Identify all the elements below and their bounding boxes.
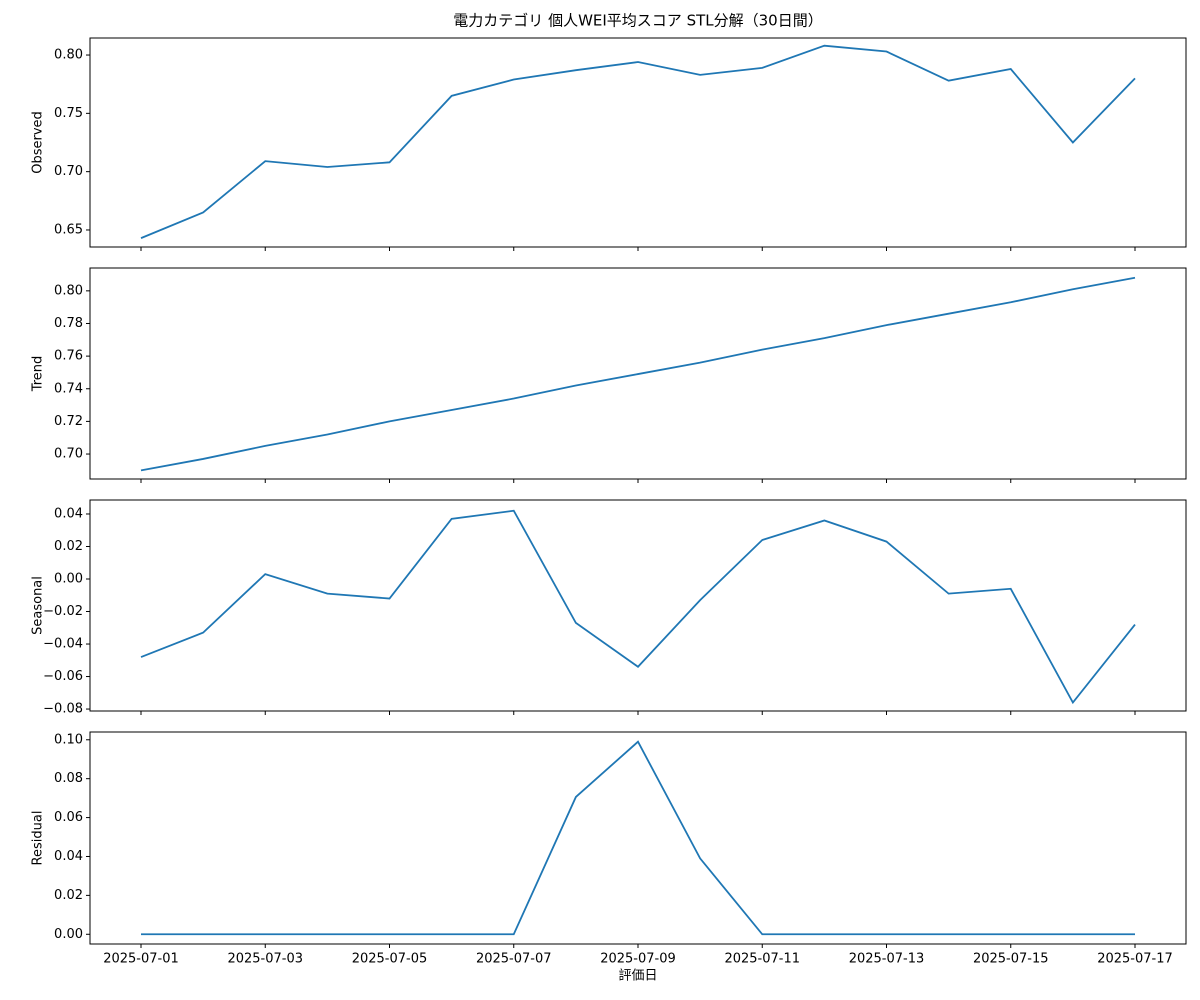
y-tick-label: 0.02: [54, 539, 83, 554]
y-tick-label: 0.70: [54, 447, 83, 462]
y-tick-label: 0.04: [54, 849, 83, 864]
y-tick-label: 0.04: [54, 506, 83, 521]
y-tick-label: 0.78: [54, 316, 83, 331]
x-tick-label: 2025-07-01: [103, 952, 179, 967]
y-tick-label: −0.04: [43, 637, 83, 652]
y-axis-label: Observed: [31, 111, 46, 174]
x-tick-label: 2025-07-03: [227, 952, 303, 967]
y-tick-label: 0.65: [54, 222, 83, 237]
y-tick-label: 0.08: [54, 771, 83, 786]
y-tick-label: −0.02: [43, 604, 83, 619]
axes-frame: [89, 37, 1187, 248]
y-tick-label: −0.06: [43, 669, 83, 684]
x-tick-label: 2025-07-11: [724, 952, 800, 967]
y-tick-label: 0.72: [54, 414, 83, 429]
y-tick-label: 0.76: [54, 349, 83, 364]
series-line: [140, 44, 1136, 239]
y-tick-label: 0.70: [54, 164, 83, 179]
y-axis-label: Trend: [31, 356, 46, 393]
x-tick-label: 2025-07-15: [973, 952, 1049, 967]
axes-frame: [89, 731, 1187, 945]
y-tick-label: 0.74: [54, 381, 83, 396]
y-tick-label: 0.00: [54, 927, 83, 942]
y-tick-label: −0.08: [43, 702, 83, 717]
y-tick-label: 0.00: [54, 572, 83, 587]
y-tick-label: 0.80: [54, 283, 83, 298]
y-tick-label: 0.80: [54, 48, 83, 63]
x-tick-label: 2025-07-09: [600, 952, 676, 967]
series-line: [140, 276, 1136, 472]
x-tick-label: 2025-07-17: [1097, 952, 1173, 967]
y-tick-label: 0.06: [54, 810, 83, 825]
y-tick-label: 0.75: [54, 106, 83, 121]
x-tick-label: 2025-07-13: [849, 952, 925, 967]
x-tick-label: 2025-07-07: [476, 952, 552, 967]
x-axis-label: 評価日: [618, 969, 657, 984]
y-tick-label: 0.02: [54, 888, 83, 903]
y-tick-label: 0.10: [54, 732, 83, 747]
axes-frame: [89, 499, 1187, 712]
y-axis-label: Residual: [31, 811, 46, 866]
series-line: [140, 509, 1136, 705]
figure-title: 電力カテゴリ 個人WEI平均スコア STL分解（30日間）: [453, 12, 822, 30]
x-tick-label: 2025-07-05: [352, 952, 428, 967]
y-axis-label: Seasonal: [31, 576, 46, 635]
series-line: [141, 740, 1135, 936]
